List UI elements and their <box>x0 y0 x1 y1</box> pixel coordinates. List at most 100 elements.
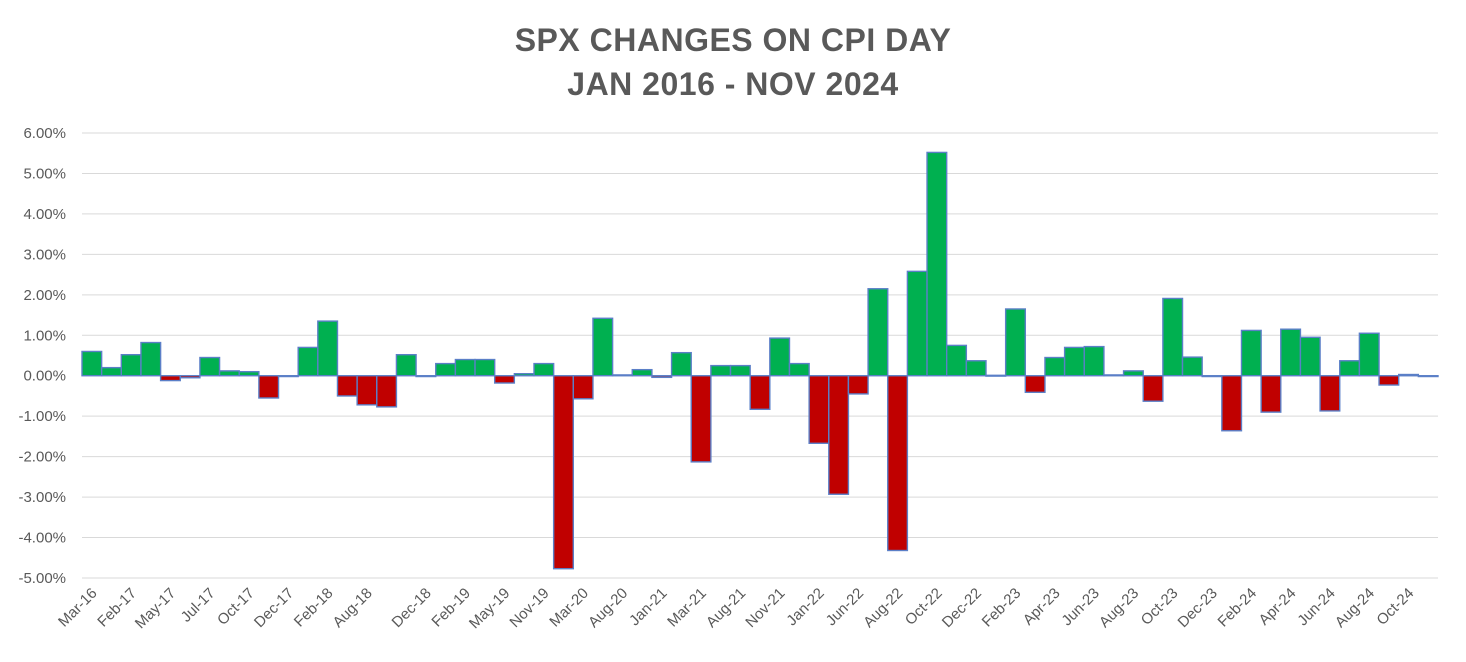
bar-jan-18 <box>297 346 319 377</box>
y-tick-label: -3.00% <box>18 489 66 506</box>
x-tick-label: Mar-20 <box>546 585 592 631</box>
bar-mar-18 <box>336 375 358 397</box>
bar-aug-23 <box>1122 370 1144 377</box>
y-tick-label: -1.00% <box>18 408 66 425</box>
x-tick-label: Aug-23 <box>1096 585 1142 631</box>
bar-nov-22 <box>945 344 968 377</box>
x-tick-label: Mar-21 <box>664 585 710 631</box>
bar-feb-24 <box>1240 329 1262 377</box>
bar-jul-23 <box>1103 374 1125 377</box>
bar-aug-24 <box>1358 332 1380 377</box>
bar-dec-19 <box>552 375 575 570</box>
bar-jul-24 <box>1339 360 1361 377</box>
y-tick-label: 0.00% <box>23 368 66 385</box>
x-tick-label: Dec-23 <box>1175 585 1221 631</box>
x-tick-label: Jun-22 <box>823 585 867 629</box>
x-tick-label: Apr-23 <box>1020 585 1064 629</box>
bar-oct-17 <box>238 370 260 377</box>
x-tick-label: Aug-21 <box>703 585 749 631</box>
y-tick-label: -4.00% <box>18 530 66 547</box>
y-tick-label: 5.00% <box>23 165 66 182</box>
bar-feb-23 <box>1004 308 1027 377</box>
bar-jan-23 <box>985 374 1007 377</box>
bar-nov-21 <box>769 337 791 377</box>
bar-mar-24 <box>1260 375 1282 413</box>
bar-mar-17 <box>140 341 162 377</box>
x-tick-label: Oct-24 <box>1373 585 1417 629</box>
x-tick-label: Jan-22 <box>783 585 827 629</box>
bar-jun-19 <box>513 373 535 377</box>
bar-nov-17 <box>258 375 280 399</box>
x-tick-label: Feb-23 <box>979 585 1025 631</box>
x-tick-label: Apr-24 <box>1256 585 1300 629</box>
bar-oct-22 <box>926 151 948 377</box>
bar-dec-22 <box>965 360 987 377</box>
bar-sep-24 <box>1378 375 1400 386</box>
bar-feb-19 <box>454 358 476 377</box>
bar-sep-20 <box>631 368 653 377</box>
bars <box>81 151 1439 570</box>
bar-dec-17 <box>277 375 299 378</box>
bar-aug-18 <box>356 375 378 406</box>
x-tick-label: Nov-19 <box>506 585 552 631</box>
bar-mar-16 <box>81 350 103 377</box>
y-tick-label: 3.00% <box>23 246 66 263</box>
x-tick-label: Feb-17 <box>94 585 140 631</box>
bar-jul-22 <box>867 288 889 377</box>
bar-apr-21 <box>710 364 732 377</box>
x-tick-label: Dec-22 <box>939 585 985 631</box>
bar-apr-24 <box>1280 328 1302 377</box>
y-tick-label: 2.00% <box>23 287 66 304</box>
y-tick-label: -2.00% <box>18 449 66 466</box>
x-tick-label: May-17 <box>132 585 179 632</box>
y-tick-label: 4.00% <box>23 206 66 223</box>
bar-jan-21 <box>651 375 673 379</box>
bar-jun-23 <box>1083 345 1105 377</box>
gridlines <box>82 132 1438 579</box>
bar-oct-18 <box>395 353 417 377</box>
bar-aug-21 <box>729 364 751 377</box>
chart-subtitle: JAN 2016 - NOV 2024 <box>567 66 899 102</box>
bar-feb-21 <box>670 351 692 377</box>
bar-feb-17 <box>120 353 142 377</box>
x-tick-label: Mar-16 <box>55 585 101 631</box>
bar-oct-24 <box>1397 373 1420 377</box>
y-axis: 6.00% 5.00% 4.00% 3.00% 2.00% 1.00% 0.00% -1.00… <box>18 125 66 587</box>
bar-apr-23 <box>1044 356 1066 377</box>
bar-mar-23 <box>1024 375 1046 394</box>
bar-jun-17 <box>179 375 201 379</box>
bar-sep-23 <box>1142 375 1164 402</box>
x-tick-label: Aug-24 <box>1332 585 1378 631</box>
x-axis: Mar-16Feb-17May-17Jul-17Oct-17Dec-17Feb-… <box>55 585 1417 632</box>
bar-apr-16 <box>100 366 123 377</box>
bar-dec-23 <box>1201 375 1223 378</box>
bar-dec-21 <box>788 362 810 377</box>
y-tick-label: 6.00% <box>23 125 66 142</box>
x-tick-label: Nov-21 <box>742 585 788 631</box>
bar-mar-20 <box>572 375 594 400</box>
bar-may-19 <box>493 375 516 384</box>
bar-mar-19 <box>474 358 496 377</box>
bar-jan-19 <box>435 362 457 377</box>
x-tick-label: May-19 <box>466 585 513 632</box>
bar-aug-20 <box>611 374 633 377</box>
bar-sep-18 <box>376 375 398 408</box>
x-tick-label: Oct-22 <box>902 585 946 629</box>
x-tick-label: Jan-21 <box>626 585 670 629</box>
x-tick-label: Aug-18 <box>330 585 376 631</box>
x-tick-label: Feb-18 <box>291 585 337 631</box>
y-tick-label: -5.00% <box>18 570 66 587</box>
bar-jan-22 <box>808 375 830 444</box>
bar-dec-18 <box>415 375 437 378</box>
x-tick-label: Aug-20 <box>585 585 631 631</box>
bar-may-23 <box>1063 346 1085 377</box>
y-tick-label: 1.00% <box>23 327 66 344</box>
x-tick-label: Oct-23 <box>1138 585 1182 629</box>
x-tick-label: Aug-22 <box>860 585 906 631</box>
chart-title: SPX CHANGES ON CPI DAY <box>514 22 952 58</box>
bar-may-17 <box>159 375 181 382</box>
x-tick-label: Jun-24 <box>1294 585 1338 629</box>
bar-jun-22 <box>847 375 869 395</box>
